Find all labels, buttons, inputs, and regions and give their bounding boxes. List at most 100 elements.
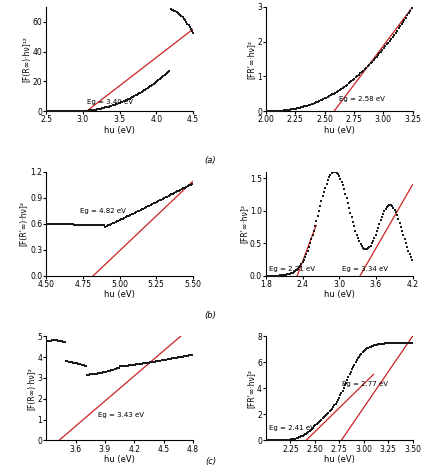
Point — [395, 25, 402, 32]
Point — [294, 434, 301, 442]
Point — [338, 85, 344, 92]
Point — [397, 223, 404, 230]
Point — [105, 222, 112, 229]
Point — [369, 343, 376, 350]
Point — [288, 436, 295, 443]
Text: Eg = 3.40 eV: Eg = 3.40 eV — [87, 99, 133, 105]
Point — [178, 353, 185, 361]
Point — [344, 199, 351, 206]
Point — [97, 369, 104, 377]
Point — [269, 437, 275, 444]
Point — [43, 338, 50, 345]
Point — [94, 222, 101, 229]
Point — [164, 356, 171, 363]
Point — [178, 13, 185, 20]
Point — [299, 103, 306, 110]
Point — [346, 204, 352, 212]
Point — [61, 108, 68, 115]
Point — [146, 202, 153, 209]
Point — [49, 220, 56, 227]
Point — [61, 220, 67, 228]
Point — [124, 212, 131, 220]
Point — [384, 203, 390, 211]
Point — [56, 220, 63, 228]
Point — [156, 197, 163, 204]
Point — [382, 42, 389, 50]
Point — [185, 21, 192, 29]
Point — [105, 367, 112, 375]
Point — [292, 105, 299, 112]
Point — [278, 436, 285, 444]
Point — [325, 93, 331, 101]
Point — [383, 340, 389, 347]
Point — [308, 100, 315, 108]
Point — [126, 95, 133, 103]
Point — [107, 367, 113, 374]
Point — [141, 204, 148, 212]
Point — [332, 89, 338, 96]
Point — [288, 106, 294, 113]
Point — [304, 247, 311, 254]
Point — [86, 371, 93, 378]
Point — [170, 355, 177, 362]
Point — [121, 214, 128, 222]
Point — [138, 88, 145, 96]
Point — [304, 102, 311, 109]
Point — [151, 358, 158, 365]
Point — [385, 202, 392, 210]
Point — [89, 370, 96, 378]
Point — [309, 425, 315, 432]
Point — [186, 182, 192, 189]
Point — [404, 243, 410, 251]
Point — [363, 346, 370, 353]
Point — [368, 343, 374, 350]
Point — [314, 212, 321, 220]
Point — [376, 50, 383, 57]
Point — [322, 95, 328, 102]
Point — [183, 183, 189, 191]
Point — [286, 106, 293, 113]
Point — [316, 207, 322, 215]
Point — [181, 184, 188, 192]
Point — [128, 94, 135, 101]
Point — [102, 368, 109, 376]
Point — [91, 221, 98, 229]
Point — [173, 354, 180, 361]
Point — [330, 90, 337, 97]
Point — [277, 107, 284, 114]
Point — [282, 271, 288, 279]
Point — [362, 246, 369, 253]
Point — [112, 365, 119, 372]
Point — [124, 362, 131, 370]
Point — [50, 336, 57, 344]
Point — [408, 339, 414, 346]
Point — [164, 69, 171, 77]
Point — [274, 107, 281, 115]
Point — [272, 437, 279, 444]
Point — [385, 339, 392, 347]
Point — [77, 221, 83, 228]
Point — [101, 104, 108, 111]
Point — [168, 355, 174, 363]
Point — [44, 337, 51, 345]
Point — [320, 192, 326, 200]
Point — [372, 55, 378, 62]
Point — [181, 17, 188, 24]
Point — [366, 343, 373, 351]
Point — [75, 360, 81, 368]
Point — [387, 339, 394, 347]
Point — [174, 9, 181, 17]
Point — [279, 107, 285, 114]
Point — [313, 99, 320, 106]
Point — [173, 8, 180, 16]
Point — [47, 220, 54, 227]
Point — [55, 337, 61, 344]
Point — [266, 108, 272, 115]
Point — [117, 99, 123, 107]
Point — [269, 107, 275, 115]
Point — [190, 30, 197, 37]
Point — [373, 227, 380, 235]
Point — [307, 426, 314, 433]
Point — [99, 222, 106, 229]
Point — [327, 171, 334, 179]
